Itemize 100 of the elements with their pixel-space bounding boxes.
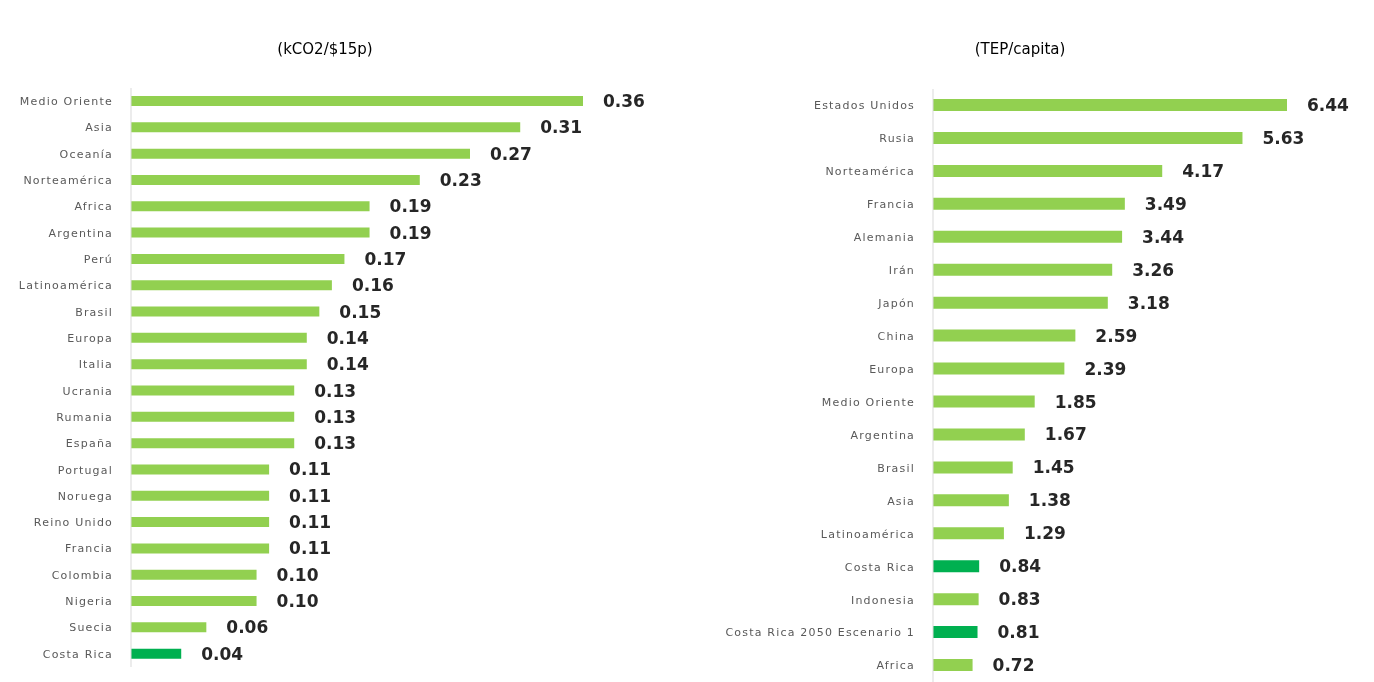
y-tick-label: España [65,437,113,451]
bar [131,174,420,185]
y-tick-label: Rusia [879,132,915,146]
data-label: 0.10 [276,564,319,585]
data-label: 0.27 [490,143,532,164]
y-tick-label: Japón [877,297,915,311]
bar [131,438,295,449]
y-tick-label: Indonesia [851,593,915,607]
bar [933,494,1009,507]
bar [933,99,1287,111]
bar [131,201,370,212]
bar [131,385,295,396]
bar [933,230,1123,243]
bar [933,395,1035,408]
y-tick-label: Argentina [48,226,113,240]
y-tick-label: Asia [887,494,915,508]
y-tick-label: Medio Oriente [19,95,113,109]
data-label: 4.17 [1182,160,1225,181]
y-tick-label: China [877,329,915,343]
bar [933,560,980,573]
bar [131,306,320,317]
y-tick-label: Ucrania [62,384,113,398]
data-label: 0.06 [226,617,269,638]
bar [131,253,345,264]
y-tick-label: Irán [888,264,915,278]
data-label: 0.14 [326,327,369,348]
data-label: 3.49 [1144,193,1187,214]
data-label: 0.36 [603,91,645,112]
y-tick-label: Francia [866,198,915,212]
data-label: 3.44 [1142,226,1185,247]
bar [933,593,979,606]
y-tick-label: Africa [876,659,915,673]
y-tick-label: Francia [64,542,113,556]
data-label: 0.81 [997,622,1040,643]
bar [933,329,1076,342]
bar [933,197,1125,210]
y-tick-label: Norteamérica [825,165,915,179]
data-label: 0.11 [289,512,332,533]
data-label: 0.04 [201,643,244,664]
bar [131,332,307,343]
data-label: 1.29 [1023,523,1066,544]
bar [933,263,1113,276]
bar [933,428,1025,441]
y-tick-label: Costa Rica [42,647,113,661]
data-label: 0.17 [364,248,407,269]
data-label: 0.19 [389,196,432,217]
data-label: 0.13 [314,380,357,401]
bar [131,464,270,475]
y-tick-label: Reino Unido [33,516,113,530]
y-tick-label: Asia [85,121,113,135]
data-label: 0.83 [998,589,1041,610]
y-tick-label: Perú [83,252,113,266]
bar [933,362,1065,375]
bar [131,543,270,554]
data-label: 0.72 [992,655,1035,676]
y-tick-label: Argentina [850,428,915,442]
y-tick-label: Latinoamérica [820,527,915,541]
bar [131,359,307,370]
data-label: 0.13 [314,433,357,454]
y-tick-label: Alemania [853,231,915,245]
bar [131,411,295,422]
bar [131,490,270,501]
y-tick-label: Colombia [51,568,113,582]
bar [933,659,973,672]
data-label: 0.84 [999,556,1042,577]
y-tick-label: Costa Rica [844,560,915,574]
data-label: 6.44 [1307,95,1350,116]
y-tick-label: Rumania [56,410,113,424]
data-label: 2.59 [1095,325,1138,346]
bar [131,122,521,133]
data-label: 3.18 [1127,292,1170,313]
bar [131,648,182,659]
bar [131,148,470,159]
data-label: 0.16 [351,275,394,296]
y-tick-label: Norteamérica [23,174,113,188]
y-tick-label: Suecia [69,621,113,635]
bar [933,527,1004,540]
data-label: 0.11 [289,538,332,559]
chart-title: (TEP/capita) [973,40,1067,58]
data-label: 0.23 [439,169,482,190]
y-tick-label: Italia [78,358,113,372]
data-label: 1.67 [1044,424,1087,445]
y-tick-label: Latinoamérica [18,279,113,293]
data-label: 1.45 [1032,457,1075,478]
y-tick-label: Noruega [57,489,113,503]
y-tick-label: Brasil [75,305,113,319]
y-tick-label: Estados Unidos [814,99,915,113]
data-label: 3.26 [1132,259,1175,280]
y-tick-label: Oceanía [59,147,113,161]
bar [131,280,332,291]
y-tick-label: Nigeria [65,595,113,609]
data-label: 0.19 [389,222,432,243]
data-label: 2.39 [1084,358,1127,379]
data-label: 0.10 [276,591,319,612]
bar [131,517,270,528]
data-label: 0.14 [326,354,369,375]
bar [131,622,207,633]
data-label: 5.63 [1262,127,1305,148]
bar [131,569,257,580]
bar [933,296,1108,309]
